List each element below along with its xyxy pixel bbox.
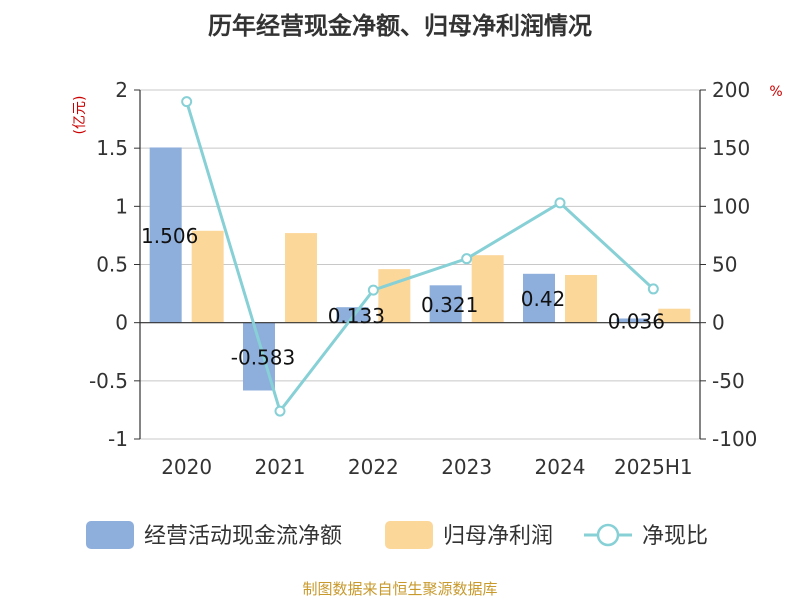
left-tick-label: 1.5 bbox=[96, 136, 128, 160]
category-label-2024: 2024 bbox=[535, 455, 586, 479]
legend-swatch-cashflow bbox=[86, 521, 134, 549]
bar-cashflow-2025H1 bbox=[616, 318, 649, 323]
left-tick-label: -0.5 bbox=[89, 369, 128, 393]
bar-value-label-2025H1: 0.036 bbox=[608, 310, 665, 334]
legend-label-netprofit: 归母净利润 bbox=[443, 524, 553, 549]
ratio-line-path bbox=[185, 101, 655, 415]
ratio-line bbox=[181, 96, 659, 417]
bars bbox=[149, 147, 691, 391]
category-labels: 2020 2021 2022 2023 2024 2025H1 bbox=[161, 455, 692, 479]
bar-netprofit-2023 bbox=[471, 255, 504, 323]
right-tick-label: 50 bbox=[712, 253, 737, 277]
legend-label-ratio: 净现比 bbox=[642, 524, 708, 549]
bar-cashflow-2023 bbox=[429, 285, 462, 323]
grid-lines bbox=[140, 89, 700, 440]
legend-swatch-ratio-marker bbox=[596, 523, 620, 547]
bar-netprofit-2024 bbox=[565, 274, 597, 323]
ratio-point-2021 bbox=[274, 405, 286, 417]
right-tick-label: 150 bbox=[712, 136, 750, 160]
ratio-point-2020 bbox=[181, 96, 193, 108]
bar-netprofit-2025H1 bbox=[658, 308, 691, 323]
left-tick-label: 2 bbox=[115, 78, 128, 102]
bar-value-labels: 1.506 -0.583 0.133 0.321 0.42 0.036 bbox=[141, 224, 665, 370]
bar-value-label-2022: 0.133 bbox=[328, 304, 385, 328]
right-axis-ticks: -100 -50 0 50 100 150 200 bbox=[700, 78, 757, 451]
bar-value-label-2020: 1.506 bbox=[141, 224, 198, 248]
category-label-2020: 2020 bbox=[161, 455, 212, 479]
right-tick-label: -100 bbox=[712, 427, 757, 451]
bar-value-label-2023: 0.321 bbox=[421, 293, 478, 317]
ratio-point-2024 bbox=[554, 197, 566, 209]
left-tick-label: 0 bbox=[115, 311, 128, 335]
legend-swatch-netprofit bbox=[385, 521, 433, 549]
ratio-point-2025H1 bbox=[647, 283, 659, 295]
left-axis-ticks: -1 -0.5 0 0.5 1 1.5 2 bbox=[89, 78, 140, 451]
legend: 经营活动现金流净额 归母净利润 净现比 bbox=[86, 521, 708, 549]
bar-value-label-2021: -0.583 bbox=[231, 346, 295, 370]
left-axis-unit: (亿元) bbox=[72, 96, 88, 135]
category-label-2022: 2022 bbox=[348, 455, 399, 479]
bar-netprofit-2021 bbox=[285, 233, 317, 323]
legend-label-cashflow: 经营活动现金流净额 bbox=[144, 524, 342, 549]
left-tick-label: 1 bbox=[115, 194, 128, 218]
ratio-point-2022 bbox=[367, 284, 379, 296]
bar-value-label-2024: 0.42 bbox=[521, 287, 566, 311]
left-tick-label: 0.5 bbox=[96, 253, 128, 277]
right-tick-label: -50 bbox=[712, 369, 745, 393]
right-tick-label: 100 bbox=[712, 194, 750, 218]
ratio-point-2023 bbox=[461, 253, 473, 265]
right-tick-label: 0 bbox=[712, 311, 725, 335]
source-note: 制图数据来自恒生聚源数据库 bbox=[302, 580, 497, 598]
bar-cashflow-2020 bbox=[149, 147, 182, 323]
left-tick-label: -1 bbox=[108, 427, 128, 451]
right-tick-label: 200 bbox=[712, 78, 750, 102]
category-label-2021: 2021 bbox=[255, 455, 306, 479]
category-label-2025H1: 2025H1 bbox=[614, 455, 693, 479]
right-axis-unit: % bbox=[769, 84, 782, 100]
chart-title: 历年经营现金净额、归母净利润情况 bbox=[208, 12, 592, 40]
bar-cashflow-2024 bbox=[523, 273, 555, 323]
category-label-2023: 2023 bbox=[441, 455, 492, 479]
bar-netprofit-2020 bbox=[191, 230, 224, 323]
axes bbox=[139, 90, 701, 439]
